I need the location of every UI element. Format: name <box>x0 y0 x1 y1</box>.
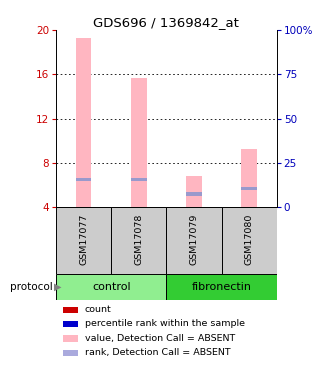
Text: GSM17078: GSM17078 <box>134 213 143 265</box>
Bar <box>56 207 111 274</box>
Text: percentile rank within the sample: percentile rank within the sample <box>85 320 245 328</box>
Text: GSM17079: GSM17079 <box>189 213 198 265</box>
Bar <box>63 350 78 356</box>
Bar <box>131 178 147 181</box>
Text: fibronectin: fibronectin <box>192 282 252 292</box>
Title: GDS696 / 1369842_at: GDS696 / 1369842_at <box>93 16 239 29</box>
Text: GSM17080: GSM17080 <box>245 213 254 265</box>
Bar <box>63 307 78 313</box>
Bar <box>131 78 147 207</box>
Text: value, Detection Call = ABSENT: value, Detection Call = ABSENT <box>85 334 235 343</box>
Bar <box>111 207 166 274</box>
Text: protocol: protocol <box>10 282 53 292</box>
Bar <box>186 192 202 196</box>
Bar <box>242 187 257 190</box>
Text: GSM17077: GSM17077 <box>79 213 88 265</box>
Bar <box>76 38 91 207</box>
Text: count: count <box>85 305 111 314</box>
Bar <box>56 274 166 300</box>
Bar <box>242 148 257 207</box>
Text: rank, Detection Call = ABSENT: rank, Detection Call = ABSENT <box>85 348 230 357</box>
Bar <box>166 274 277 300</box>
Bar <box>76 178 91 181</box>
Text: ▶: ▶ <box>54 282 62 292</box>
Text: control: control <box>92 282 131 292</box>
Bar <box>186 176 202 207</box>
Bar <box>63 335 78 342</box>
Bar <box>63 321 78 327</box>
Bar <box>221 207 277 274</box>
Bar <box>166 207 222 274</box>
